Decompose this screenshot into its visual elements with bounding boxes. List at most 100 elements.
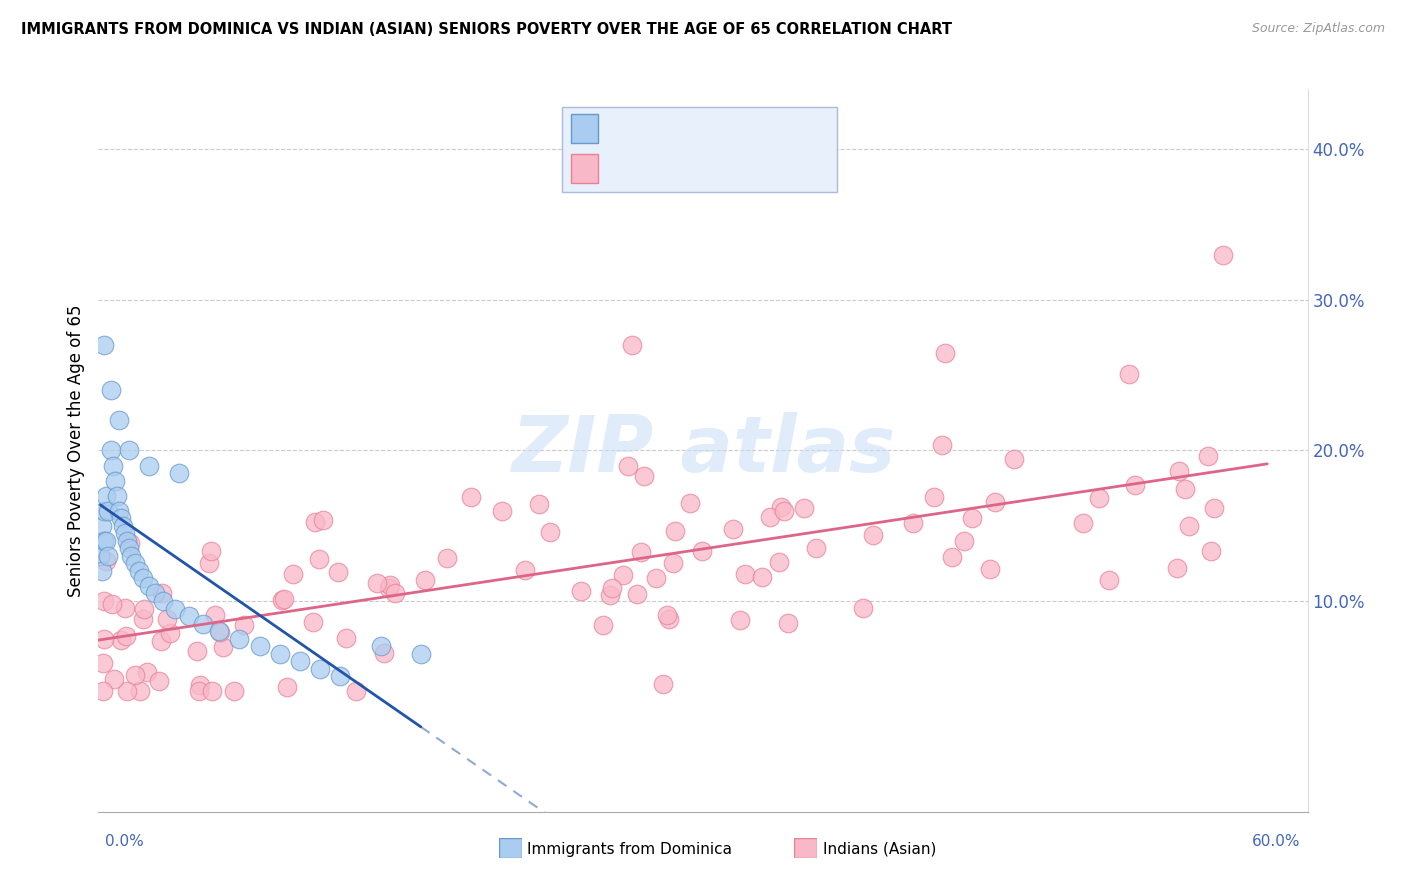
Point <box>150 633 173 648</box>
Text: 110: 110 <box>765 161 797 177</box>
Point <box>630 545 652 559</box>
Point <box>599 588 621 602</box>
Point <box>96 489 118 503</box>
Point <box>118 541 141 556</box>
Point <box>93 632 115 647</box>
Point <box>103 474 125 488</box>
Point <box>1166 561 1188 575</box>
Point <box>931 438 953 452</box>
Point <box>862 528 884 542</box>
Point <box>751 569 773 583</box>
Point <box>188 684 211 698</box>
Point <box>115 629 138 643</box>
Bar <box>571 114 598 143</box>
Point <box>200 544 222 558</box>
Point <box>1167 464 1189 478</box>
Point <box>979 562 1001 576</box>
Text: 60.0%: 60.0% <box>1253 834 1301 848</box>
Point <box>93 503 115 517</box>
Point <box>115 684 138 698</box>
Point <box>100 443 122 458</box>
Point <box>335 632 357 646</box>
Point <box>538 524 561 539</box>
Point <box>772 504 794 518</box>
Point <box>114 601 136 615</box>
Point <box>93 338 115 352</box>
Point <box>569 583 592 598</box>
Point <box>91 656 114 670</box>
Point <box>120 536 142 550</box>
Point <box>1204 501 1226 516</box>
Point <box>953 533 976 548</box>
Point <box>103 672 125 686</box>
Point <box>128 564 150 578</box>
Text: 44: 44 <box>765 120 786 136</box>
Point <box>326 566 349 580</box>
Point <box>115 533 138 548</box>
Point <box>114 526 136 541</box>
Point <box>228 632 250 646</box>
Point <box>941 549 963 564</box>
Point <box>617 459 640 474</box>
Point <box>1177 518 1199 533</box>
Point <box>143 586 166 600</box>
Point <box>271 593 294 607</box>
Text: R =: R = <box>606 120 640 136</box>
Point <box>93 594 115 608</box>
Point <box>128 684 150 698</box>
Bar <box>571 154 598 183</box>
Point <box>793 500 815 515</box>
Point <box>721 522 744 536</box>
Point <box>204 608 226 623</box>
Point <box>645 571 668 585</box>
Point <box>690 544 713 558</box>
Point <box>107 413 129 427</box>
Point <box>960 511 983 525</box>
Point <box>413 574 436 588</box>
Point <box>366 575 388 590</box>
Point <box>97 503 120 517</box>
Point <box>101 458 124 473</box>
Point <box>276 680 298 694</box>
Point <box>198 557 221 571</box>
Text: -0.284: -0.284 <box>644 120 699 136</box>
Point <box>132 571 155 585</box>
Text: N =: N = <box>727 161 761 177</box>
Point <box>1197 449 1219 463</box>
Point <box>233 618 256 632</box>
Point <box>304 515 326 529</box>
Point <box>136 665 159 679</box>
Y-axis label: Seniors Poverty Over the Age of 65: Seniors Poverty Over the Age of 65 <box>66 304 84 597</box>
Point <box>1098 573 1121 587</box>
Point <box>924 490 946 504</box>
Point <box>208 624 231 639</box>
Point <box>633 469 655 483</box>
Point <box>370 639 392 653</box>
Point <box>344 684 367 698</box>
Point <box>107 503 129 517</box>
Point <box>110 632 132 647</box>
Point <box>97 549 120 563</box>
Point <box>1174 482 1197 496</box>
Point <box>658 612 681 626</box>
Point <box>758 509 780 524</box>
Point <box>806 541 828 555</box>
Point <box>100 384 122 398</box>
Point <box>621 338 644 352</box>
Point <box>269 647 291 661</box>
Point <box>984 495 1007 509</box>
Point <box>592 618 614 632</box>
Text: ZIP atlas: ZIP atlas <box>510 412 896 489</box>
Text: IMMIGRANTS FROM DOMINICA VS INDIAN (ASIAN) SENIORS POVERTY OVER THE AGE OF 65 CO: IMMIGRANTS FROM DOMINICA VS INDIAN (ASIA… <box>21 22 952 37</box>
Point <box>138 579 160 593</box>
Point <box>460 490 482 504</box>
Point <box>612 568 634 582</box>
Point <box>105 489 128 503</box>
Point <box>209 624 232 639</box>
Point <box>91 564 114 578</box>
Point <box>118 443 141 458</box>
Point <box>132 602 155 616</box>
Point <box>768 555 790 569</box>
Point <box>664 524 686 538</box>
Point <box>111 518 134 533</box>
